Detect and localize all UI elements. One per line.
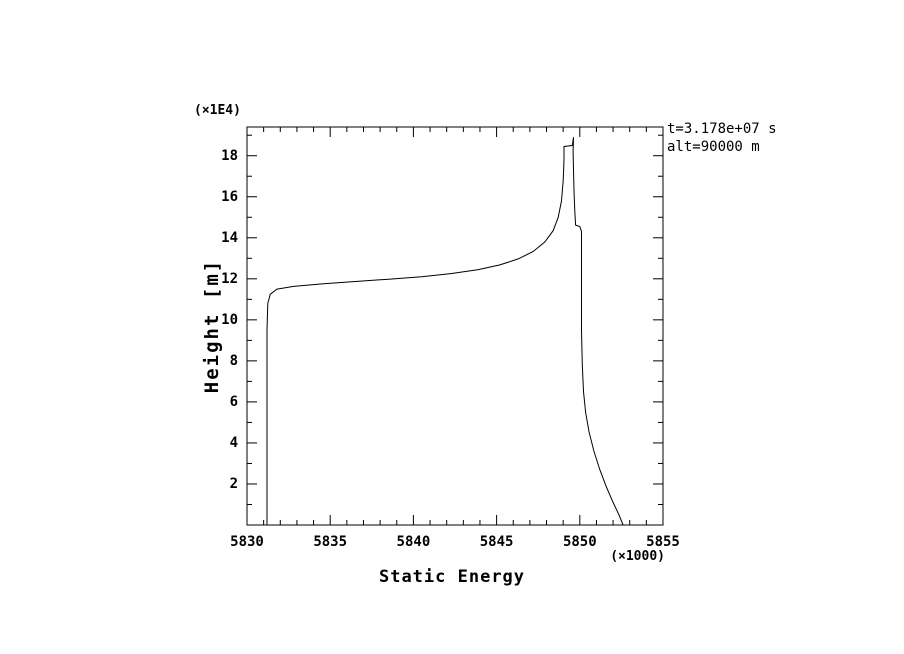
x-axis-title: Static Energy [378,567,526,587]
x-tick-label: 5840 [396,534,431,550]
x-tick-label: 5850 [562,534,597,550]
y-tick-label: 4 [229,434,238,451]
x-tick-label: 5835 [313,534,348,550]
static-energy-profile-main [266,137,574,525]
x-axis-scale-note: (×1000) [610,549,665,564]
x-tick-label: 5845 [479,534,514,550]
y-tick-label: 12 [221,270,238,287]
x-tick-label: 5830 [230,534,264,550]
y-axis-scale-note: (×1E4) [194,103,241,118]
y-tick-label: 10 [221,311,238,328]
y-tick-label: 18 [221,147,238,164]
axes-frame [246,126,664,526]
annotation-altitude: alt=90000 m [667,139,760,155]
x-tick-label: 5855 [646,534,680,550]
static-energy-profile-surface [572,137,624,526]
y-tick-label: 16 [221,188,238,205]
y-tick-label: 2 [229,475,238,492]
y-tick-label: 14 [221,229,238,246]
y-tick-label: 6 [229,393,238,410]
y-tick-label: 8 [229,352,238,369]
annotation-time: t=3.178e+07 s [667,121,777,137]
